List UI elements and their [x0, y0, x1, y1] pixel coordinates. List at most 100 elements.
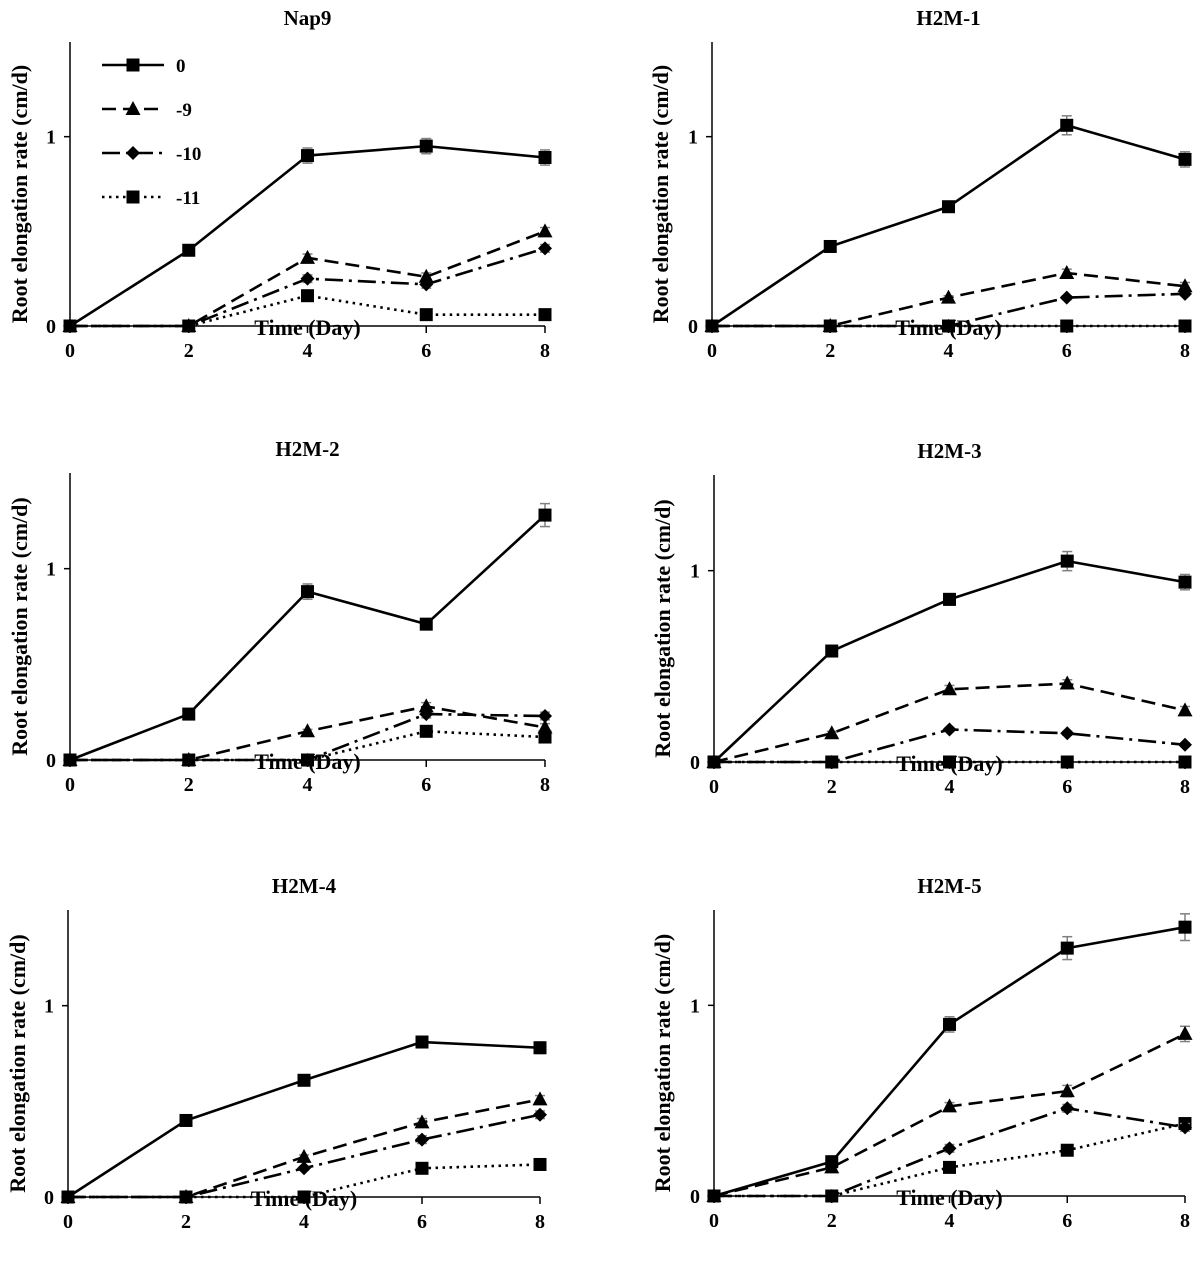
data-point	[942, 1098, 957, 1113]
legend-label: 0	[176, 56, 186, 77]
x-tick-label: 6	[1062, 340, 1072, 362]
x-tick-label: 4	[303, 340, 313, 362]
data-point	[419, 139, 433, 153]
legend-marker	[125, 101, 141, 115]
y-tick-label: 0	[46, 750, 56, 772]
x-tick-label: 0	[709, 776, 719, 798]
series-line	[68, 1098, 541, 1199]
data-point	[181, 752, 197, 766]
y-axis-label: Root elongation rate (cm/d)	[650, 934, 675, 1192]
data-point	[1178, 755, 1192, 769]
x-tick-label: 8	[540, 774, 550, 796]
data-point	[415, 1132, 429, 1147]
data-point	[1059, 1083, 1075, 1098]
data-point	[1059, 290, 1074, 305]
x-tick-label: 2	[825, 340, 835, 362]
series-0	[63, 137, 552, 333]
data-point	[297, 1161, 311, 1176]
data-point	[182, 707, 196, 721]
chart-panel: H2M-5 0 2 4 6 8 0 1 Time (Day) Root elongation ra…	[650, 874, 1193, 1232]
data-point	[943, 1017, 956, 1031]
data-point	[301, 149, 314, 163]
data-point	[538, 708, 552, 723]
y-axis-label: Root elongation rate (cm/d)	[7, 65, 32, 323]
series-0	[705, 115, 1192, 333]
legend-marker	[126, 146, 140, 160]
data-point	[301, 289, 314, 303]
data-point	[182, 243, 196, 257]
data-point	[300, 249, 315, 264]
series-line	[713, 682, 1186, 764]
y-tick-label: 0	[690, 1186, 700, 1208]
data-point	[414, 1114, 430, 1129]
data-point	[300, 753, 315, 767]
x-tick-label: 6	[1062, 776, 1072, 798]
x-tick-label: 4	[303, 774, 313, 796]
data-point	[1177, 1025, 1193, 1040]
x-tick-label: 0	[707, 340, 717, 362]
y-tick-label: 1	[46, 127, 56, 149]
data-point	[1060, 319, 1074, 333]
data-point	[705, 319, 719, 333]
x-tick-label: 0	[65, 340, 75, 362]
y-axis-label: Root elongation rate (cm/d)	[648, 65, 673, 323]
x-tick-label: 8	[1180, 340, 1190, 362]
series--10	[707, 1101, 1192, 1203]
data-point	[538, 730, 552, 744]
data-point	[1178, 152, 1192, 166]
data-point	[941, 319, 956, 333]
x-axis-label: Time (Day)	[896, 1185, 1003, 1210]
data-point	[533, 1041, 547, 1055]
legend-label: -11	[176, 188, 200, 209]
data-point	[942, 681, 957, 696]
data-point	[63, 753, 77, 767]
legend-label: -9	[176, 100, 192, 121]
x-tick-label: 0	[65, 774, 75, 796]
x-tick-label: 4	[945, 1210, 955, 1232]
data-point	[1060, 118, 1074, 132]
y-axis-label: Root elongation rate (cm/d)	[7, 497, 32, 755]
data-point	[824, 1189, 839, 1203]
data-point	[533, 1107, 547, 1122]
data-point	[419, 724, 433, 738]
x-tick-label: 4	[299, 1211, 309, 1233]
series-line	[713, 925, 1186, 1198]
data-point	[538, 508, 552, 522]
data-point	[300, 271, 315, 286]
legend-item: -10	[102, 144, 201, 165]
chart-panel: Nap9 0 2 4 6 8 0 1 Time (Day) Root elongation rat…	[7, 6, 553, 362]
data-point	[1059, 675, 1075, 690]
y-tick-label: 0	[688, 316, 698, 338]
data-point	[825, 644, 839, 658]
x-tick-label: 6	[421, 774, 431, 796]
x-axis-label: Time (Day)	[254, 315, 361, 340]
legend-marker	[126, 58, 140, 72]
data-point	[1177, 702, 1193, 717]
data-point	[942, 722, 957, 737]
data-point	[942, 200, 955, 214]
x-tick-label: 8	[1180, 1210, 1190, 1232]
x-tick-label: 2	[827, 1210, 837, 1232]
data-point	[822, 318, 838, 332]
x-tick-label: 6	[1062, 1210, 1072, 1232]
y-tick-label: 0	[46, 316, 56, 338]
data-point	[1060, 755, 1074, 769]
y-axis-label: Root elongation rate (cm/d)	[5, 934, 30, 1192]
chart-title: Nap9	[284, 6, 332, 30]
data-point	[297, 1190, 311, 1204]
legend-item: -9	[102, 100, 192, 121]
y-tick-label: 1	[690, 995, 700, 1017]
data-point	[941, 289, 956, 304]
data-point	[707, 755, 721, 769]
data-point	[1060, 1101, 1075, 1116]
data-point	[179, 1113, 193, 1127]
data-point	[825, 1155, 839, 1169]
data-point	[824, 725, 840, 740]
x-tick-label: 6	[421, 340, 431, 362]
x-tick-label: 4	[945, 776, 955, 798]
